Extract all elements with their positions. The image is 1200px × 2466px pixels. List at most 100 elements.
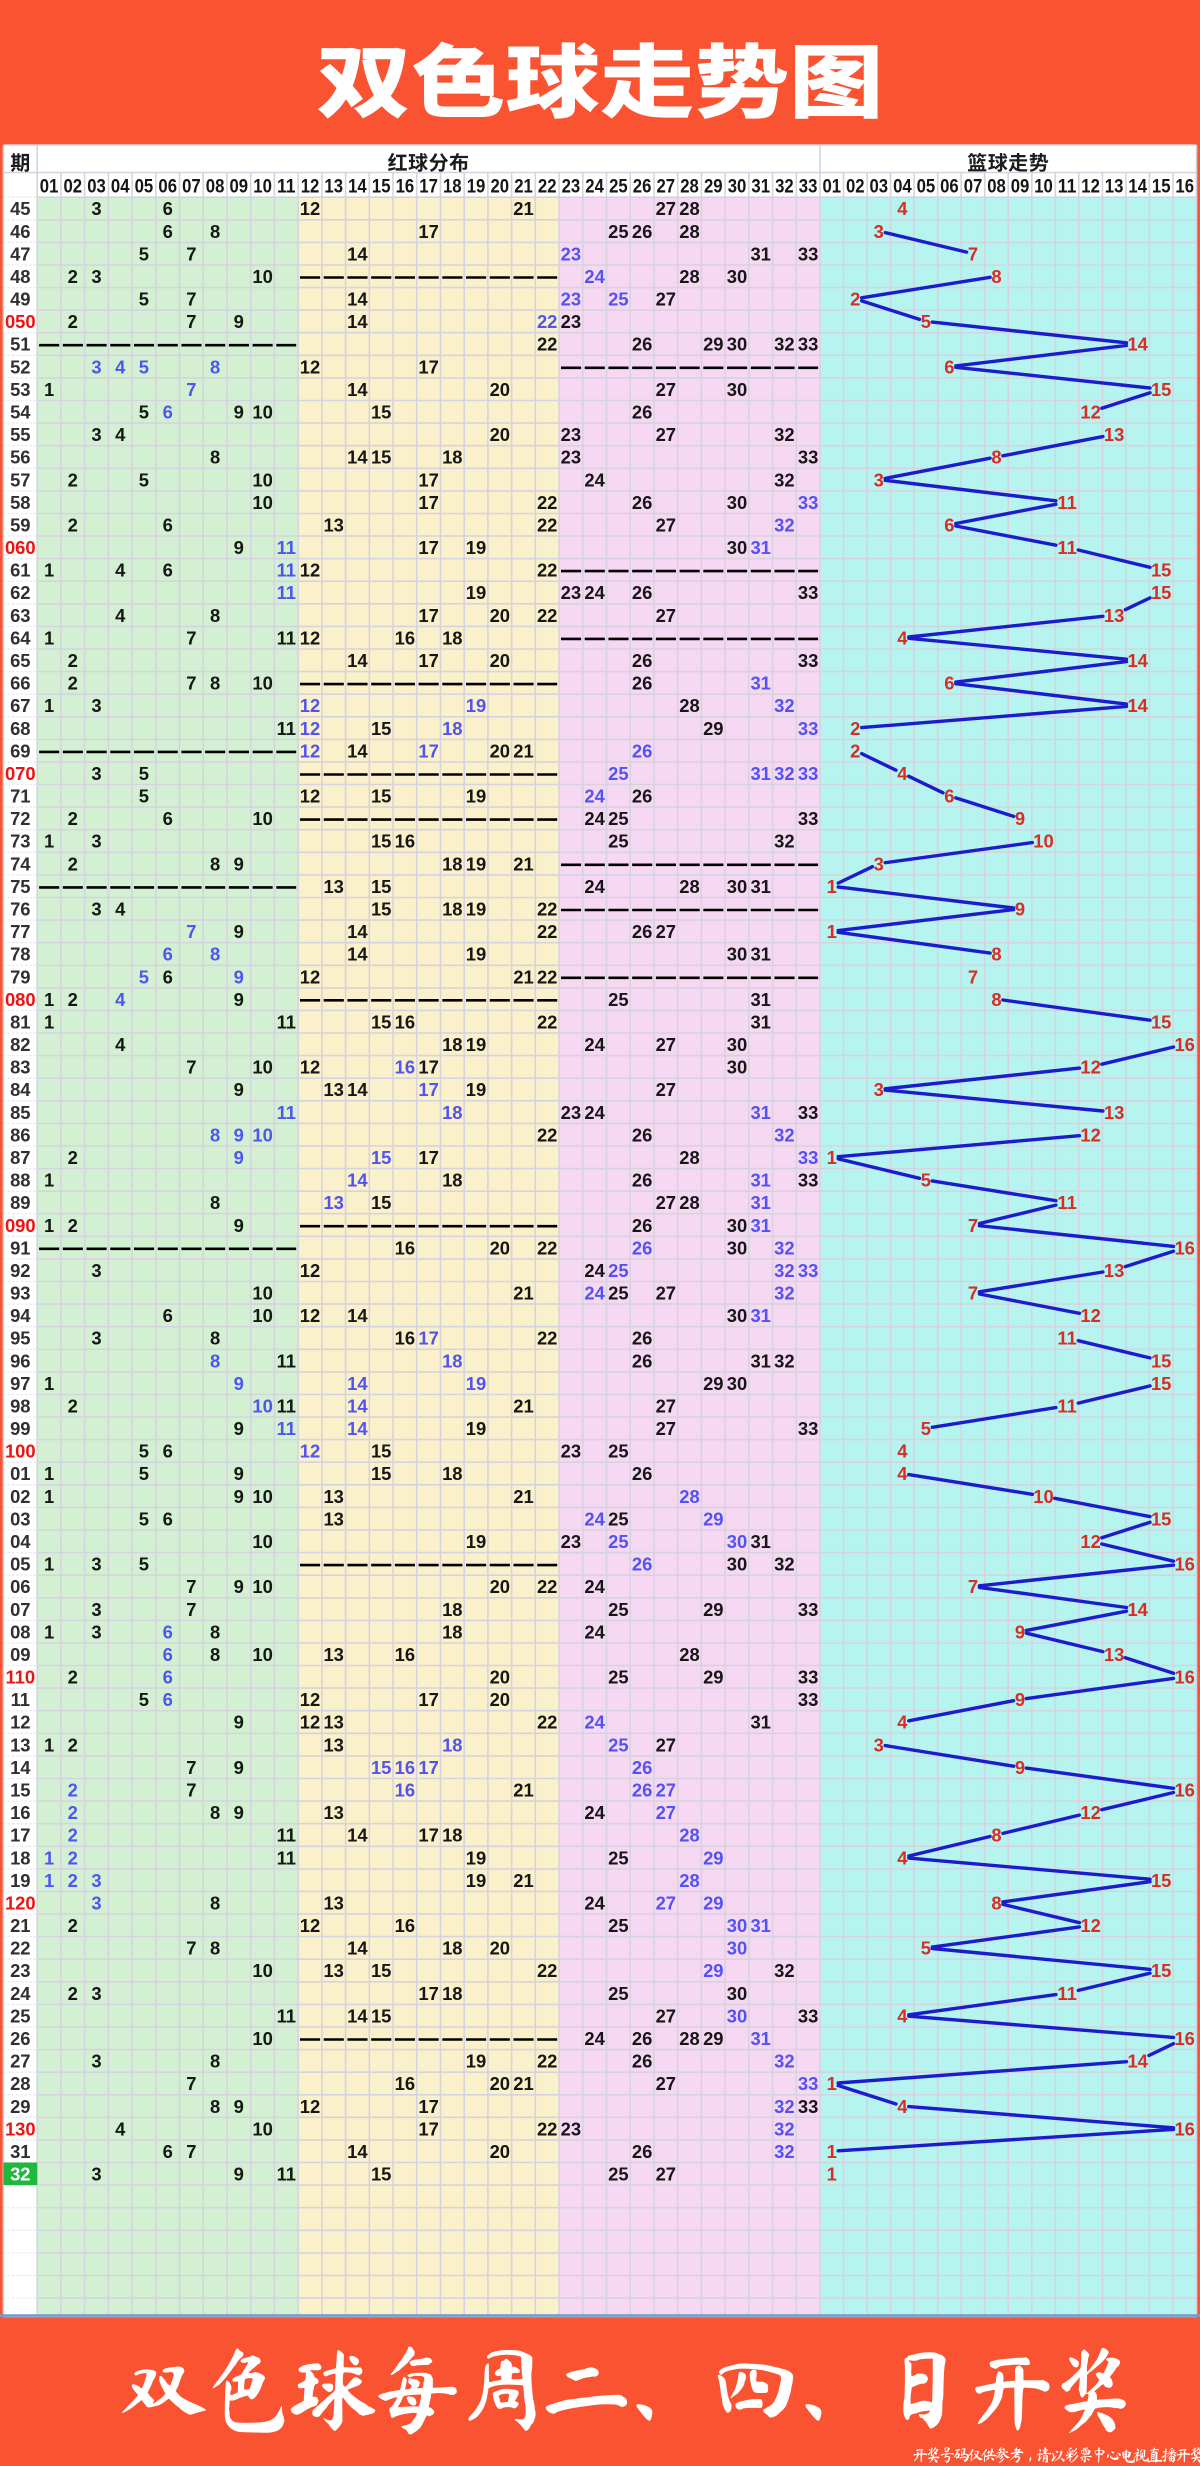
svg-text:24: 24 [584,1102,605,1123]
svg-text:33: 33 [798,447,818,468]
svg-text:5: 5 [921,1938,931,1959]
svg-text:14: 14 [347,243,368,264]
svg-text:27: 27 [656,1893,676,1914]
svg-text:11: 11 [1057,1328,1076,1349]
svg-text:04: 04 [111,177,130,198]
svg-text:17: 17 [418,1689,438,1710]
svg-text:11: 11 [1057,1396,1076,1417]
svg-text:1: 1 [44,1373,54,1394]
svg-text:20: 20 [490,2141,510,2162]
svg-text:25: 25 [608,1508,628,1529]
svg-text:7: 7 [968,1215,978,1236]
svg-text:1: 1 [44,831,54,852]
svg-text:27: 27 [656,1802,676,1823]
svg-text:12: 12 [301,177,320,198]
svg-text:9: 9 [234,853,244,874]
svg-text:7: 7 [186,2073,196,2094]
svg-text:10: 10 [252,1124,272,1145]
svg-text:17: 17 [418,605,438,626]
svg-text:13: 13 [323,1960,343,1981]
svg-text:3: 3 [91,1621,101,1642]
svg-text:2: 2 [850,289,860,310]
svg-text:24: 24 [584,1283,605,1304]
svg-text:12: 12 [300,718,320,739]
svg-text:15: 15 [371,1960,391,1981]
svg-text:18: 18 [442,853,462,874]
svg-text:19: 19 [466,2051,486,2072]
svg-text:12: 12 [1080,1057,1100,1078]
svg-text:32: 32 [774,1554,794,1575]
svg-text:12: 12 [300,740,320,761]
svg-text:19: 19 [466,582,486,603]
svg-text:58: 58 [10,492,30,513]
svg-text:30: 30 [727,1983,747,2004]
svg-text:32: 32 [775,177,794,198]
svg-text:23: 23 [561,311,581,332]
svg-text:3: 3 [91,695,101,716]
svg-text:23: 23 [561,1531,581,1552]
svg-text:26: 26 [632,650,652,671]
svg-text:57: 57 [10,469,30,490]
svg-text:1: 1 [44,1847,54,1868]
svg-text:6: 6 [163,221,173,242]
svg-text:24: 24 [585,177,604,198]
svg-text:29: 29 [703,2028,723,2049]
svg-text:6: 6 [163,1508,173,1529]
svg-text:5: 5 [139,1689,149,1710]
svg-text:7: 7 [186,289,196,310]
svg-text:17: 17 [418,1328,438,1349]
svg-text:29: 29 [703,334,723,355]
svg-text:31: 31 [750,876,770,897]
svg-text:22: 22 [537,1328,557,1349]
svg-text:28: 28 [679,266,699,287]
svg-text:10: 10 [1034,177,1053,198]
svg-text:2: 2 [68,1847,78,1868]
svg-text:15: 15 [371,899,391,920]
svg-text:32: 32 [774,1350,794,1371]
svg-text:19: 19 [466,899,486,920]
svg-text:2: 2 [68,650,78,671]
svg-text:3: 3 [91,1328,101,1349]
svg-text:10: 10 [252,266,272,287]
svg-text:10: 10 [252,1057,272,1078]
svg-text:29: 29 [703,1847,723,1868]
svg-text:1: 1 [827,1147,837,1168]
svg-text:32: 32 [774,515,794,536]
svg-text:2: 2 [68,1734,78,1755]
svg-text:2: 2 [68,853,78,874]
svg-text:26: 26 [632,402,652,423]
svg-text:11: 11 [277,177,296,198]
svg-text:30: 30 [727,1034,747,1055]
svg-text:4: 4 [897,198,908,219]
svg-text:25: 25 [608,808,628,829]
svg-text:18: 18 [442,1599,462,1620]
svg-text:25: 25 [608,1441,628,1462]
svg-text:8: 8 [991,447,1001,468]
svg-text:100: 100 [5,1441,36,1462]
svg-text:17: 17 [418,492,438,513]
svg-text:26: 26 [632,1237,652,1258]
svg-text:18: 18 [442,1463,462,1484]
svg-text:08: 08 [10,1621,30,1642]
svg-text:12: 12 [300,786,320,807]
svg-text:24: 24 [584,1893,605,1914]
svg-text:28: 28 [679,221,699,242]
svg-text:61: 61 [10,560,30,581]
svg-text:89: 89 [10,1192,30,1213]
svg-text:15: 15 [1151,1508,1171,1529]
svg-text:26: 26 [632,1757,652,1778]
svg-text:18: 18 [10,1847,30,1868]
svg-text:28: 28 [679,2028,699,2049]
svg-text:26: 26 [632,582,652,603]
svg-text:20: 20 [490,650,510,671]
svg-text:11: 11 [277,1350,296,1371]
svg-text:17: 17 [418,469,438,490]
svg-text:10: 10 [252,1486,272,1507]
svg-text:3: 3 [874,853,884,874]
svg-text:15: 15 [371,786,391,807]
svg-text:9: 9 [234,921,244,942]
svg-text:15: 15 [371,447,391,468]
svg-text:19: 19 [466,1418,486,1439]
svg-text:12: 12 [1080,1915,1100,1936]
svg-text:69: 69 [10,740,30,761]
